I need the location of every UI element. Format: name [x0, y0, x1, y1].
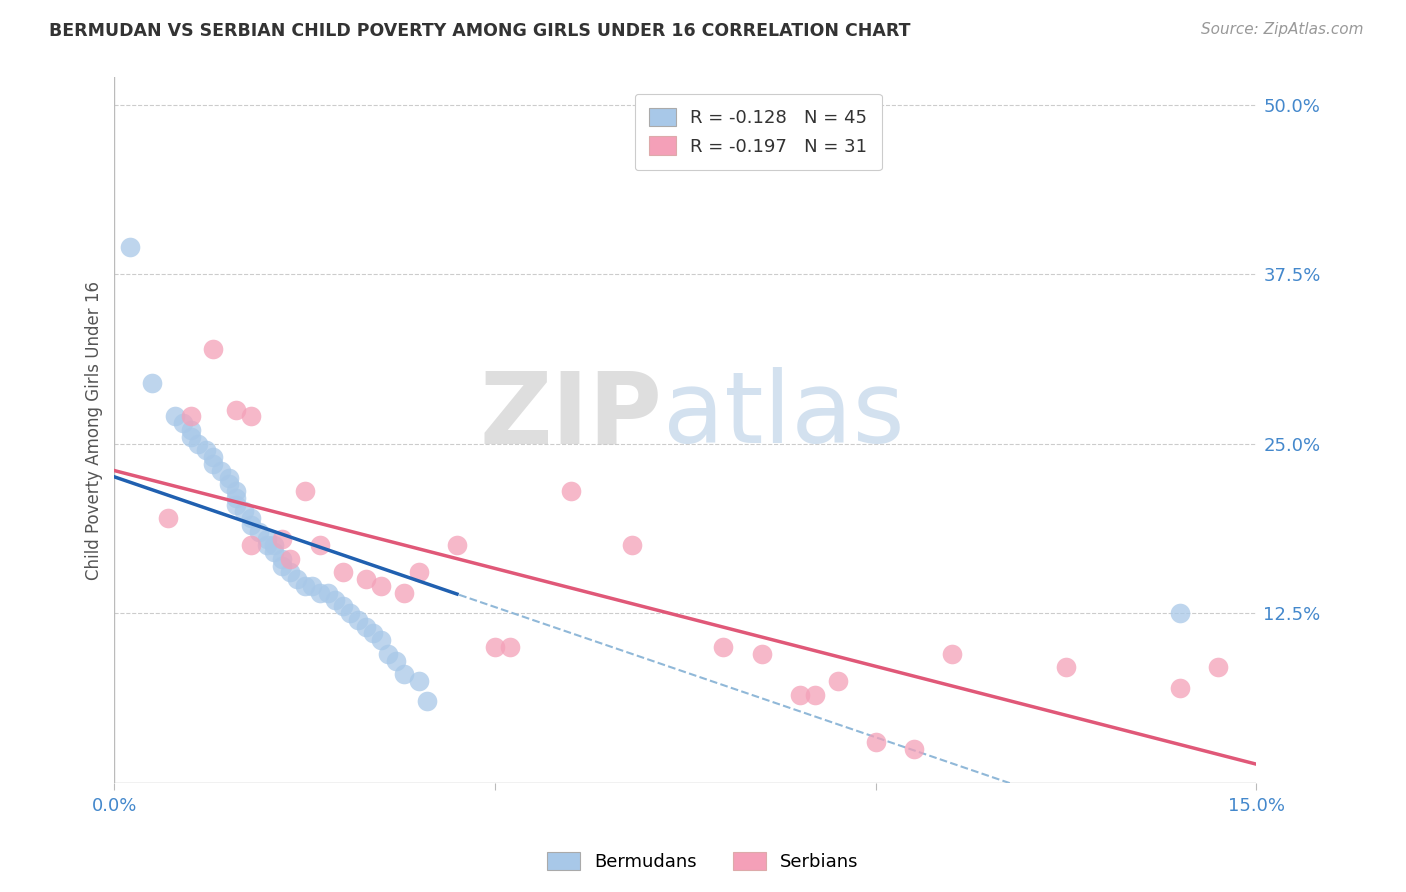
- Point: [332, 599, 354, 614]
- Point: [256, 532, 278, 546]
- Point: [309, 538, 332, 552]
- Point: [240, 518, 263, 533]
- Point: [484, 640, 506, 654]
- Point: [392, 667, 415, 681]
- Point: [1208, 660, 1230, 674]
- Point: [408, 673, 430, 688]
- Point: [1168, 681, 1191, 695]
- Point: [141, 376, 163, 390]
- Point: [332, 566, 354, 580]
- Legend: Bermudans, Serbians: Bermudans, Serbians: [540, 845, 866, 879]
- Point: [270, 552, 292, 566]
- Point: [316, 586, 339, 600]
- Point: [187, 436, 209, 450]
- Point: [172, 417, 194, 431]
- Point: [294, 579, 316, 593]
- Point: [218, 477, 240, 491]
- Text: atlas: atlas: [662, 368, 904, 465]
- Point: [370, 579, 392, 593]
- Point: [560, 484, 582, 499]
- Point: [309, 586, 332, 600]
- Point: [903, 741, 925, 756]
- Point: [240, 538, 263, 552]
- Point: [165, 409, 187, 424]
- Point: [218, 470, 240, 484]
- Point: [118, 240, 141, 254]
- Text: BERMUDAN VS SERBIAN CHILD POVERTY AMONG GIRLS UNDER 16 CORRELATION CHART: BERMUDAN VS SERBIAN CHILD POVERTY AMONG …: [49, 22, 911, 40]
- Point: [270, 558, 292, 573]
- Point: [180, 423, 202, 437]
- Point: [370, 633, 392, 648]
- Point: [202, 457, 225, 471]
- Point: [1168, 606, 1191, 620]
- Point: [1054, 660, 1077, 674]
- Point: [361, 626, 384, 640]
- Point: [225, 491, 247, 505]
- Point: [263, 538, 285, 552]
- Point: [354, 620, 377, 634]
- Point: [392, 586, 415, 600]
- Point: [446, 538, 468, 552]
- Point: [263, 545, 285, 559]
- Point: [270, 532, 292, 546]
- Point: [339, 606, 361, 620]
- Point: [278, 552, 301, 566]
- Point: [827, 673, 849, 688]
- Point: [202, 342, 225, 356]
- Point: [194, 443, 217, 458]
- Point: [621, 538, 644, 552]
- Point: [415, 694, 437, 708]
- Point: [347, 613, 370, 627]
- Point: [354, 572, 377, 586]
- Y-axis label: Child Poverty Among Girls Under 16: Child Poverty Among Girls Under 16: [86, 281, 103, 580]
- Point: [202, 450, 225, 465]
- Text: Source: ZipAtlas.com: Source: ZipAtlas.com: [1201, 22, 1364, 37]
- Point: [941, 647, 963, 661]
- Point: [278, 566, 301, 580]
- Point: [225, 484, 247, 499]
- Point: [804, 688, 827, 702]
- Point: [225, 402, 247, 417]
- Point: [789, 688, 811, 702]
- Text: ZIP: ZIP: [479, 368, 662, 465]
- Legend: R = -0.128   N = 45, R = -0.197   N = 31: R = -0.128 N = 45, R = -0.197 N = 31: [634, 94, 882, 170]
- Point: [385, 654, 408, 668]
- Point: [713, 640, 735, 654]
- Point: [232, 504, 254, 518]
- Point: [301, 579, 323, 593]
- Point: [294, 484, 316, 499]
- Point: [180, 430, 202, 444]
- Point: [209, 464, 232, 478]
- Point: [499, 640, 522, 654]
- Point: [377, 647, 399, 661]
- Point: [751, 647, 773, 661]
- Point: [865, 735, 887, 749]
- Point: [180, 409, 202, 424]
- Point: [240, 511, 263, 525]
- Point: [285, 572, 308, 586]
- Point: [408, 566, 430, 580]
- Point: [240, 409, 263, 424]
- Point: [247, 524, 270, 539]
- Point: [225, 498, 247, 512]
- Point: [256, 538, 278, 552]
- Point: [156, 511, 179, 525]
- Point: [323, 592, 346, 607]
